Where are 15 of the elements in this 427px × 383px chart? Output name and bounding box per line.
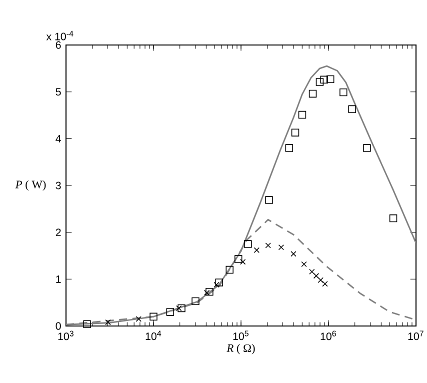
x-axis-title: R ( Ω) [226, 344, 255, 354]
y-tick-label: 5 [56, 88, 61, 96]
y-tick-label: 6 [56, 41, 61, 49]
x-tick-label: 10$^{7}$ [408, 330, 424, 340]
x-tick-label: 10$^{4}$ [146, 330, 162, 340]
y-tick-label: 3 [56, 182, 61, 190]
x-tick-label: 10$^{6}$ [320, 330, 336, 340]
text: x 10$^{-4}$ [46, 30, 74, 40]
x-tick-label: 10$^{5}$ [233, 330, 248, 340]
x-tick-label: 10$^{3}$ [58, 330, 74, 340]
y-tick-label: 1 [56, 275, 61, 283]
y-axis-title: P ( W) [15, 180, 46, 191]
y-tick-label: 2 [56, 228, 61, 236]
y-tick-label: 4 [56, 135, 61, 142]
y-tick-label: 0 [56, 322, 61, 330]
